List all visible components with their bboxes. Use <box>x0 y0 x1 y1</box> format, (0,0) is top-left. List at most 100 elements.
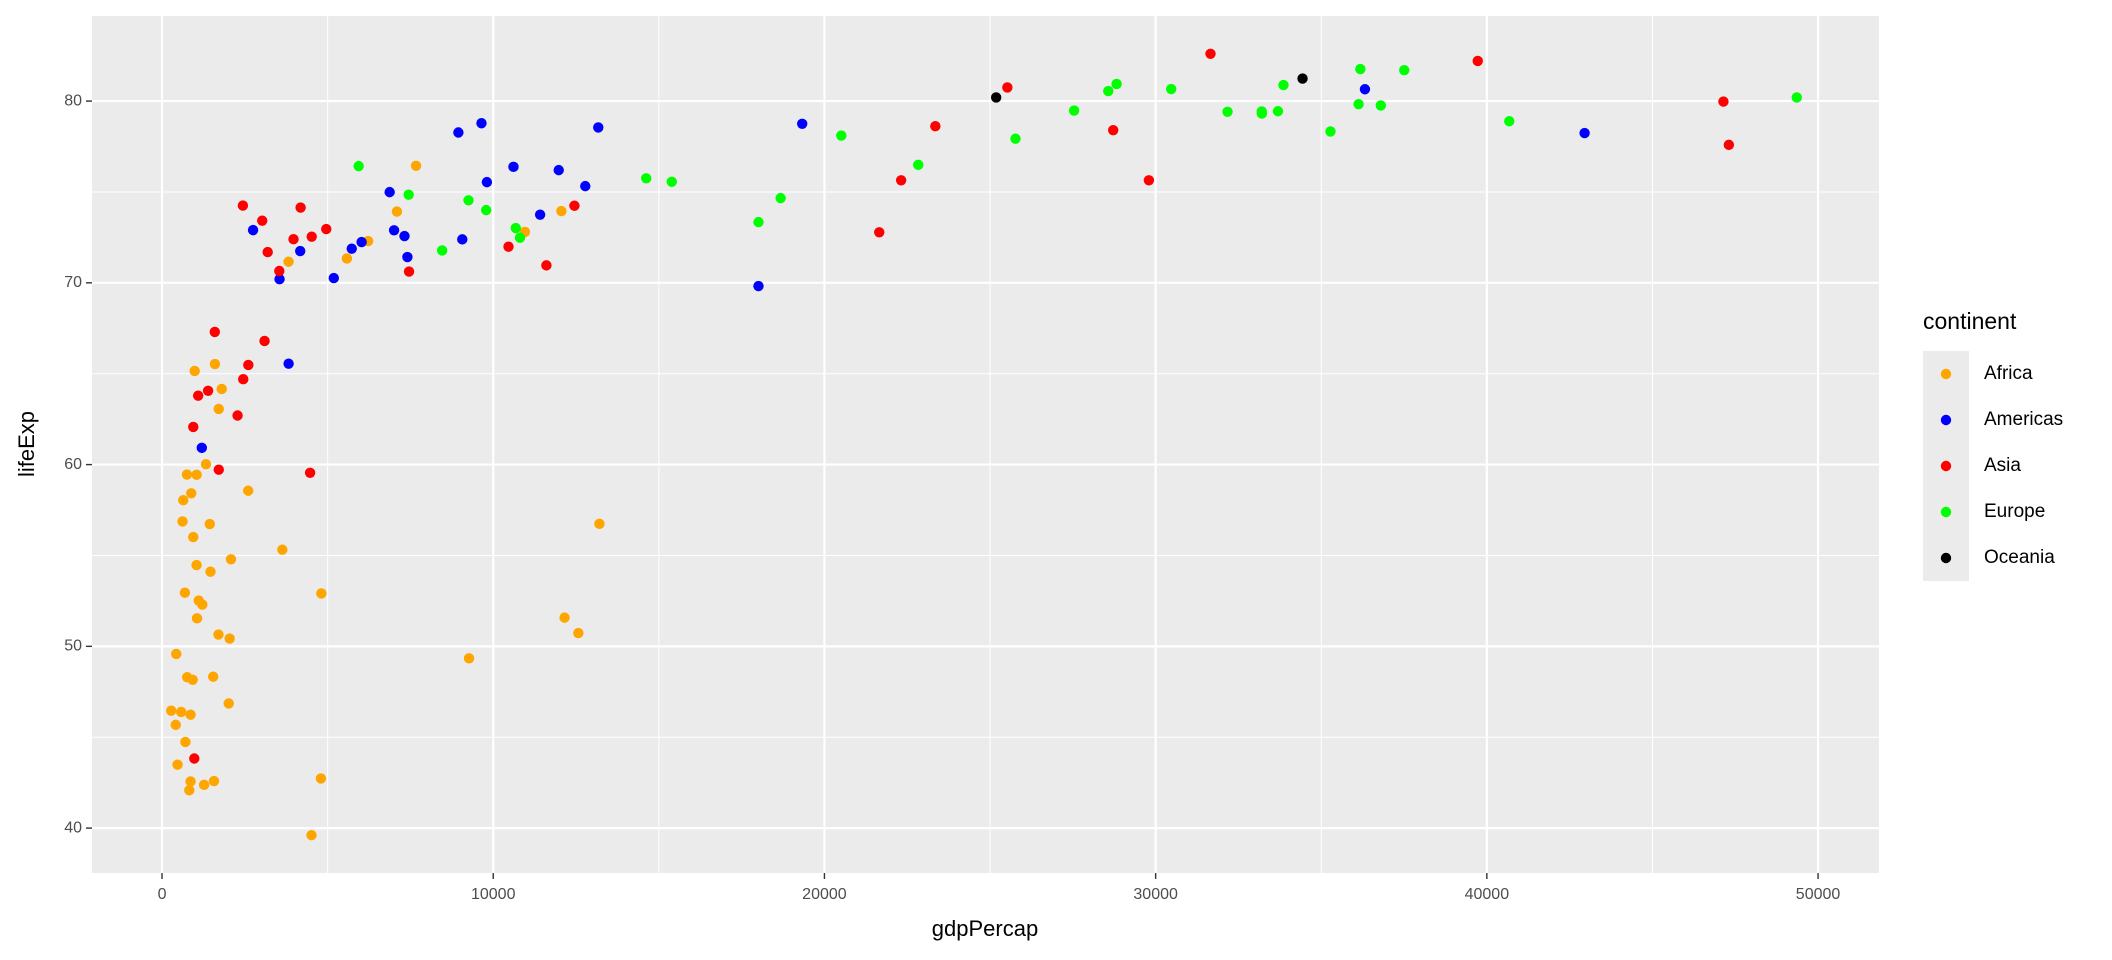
point <box>315 773 327 784</box>
y-axis-title: lifeExp <box>14 411 39 477</box>
point <box>1256 106 1267 117</box>
point <box>179 587 191 598</box>
point <box>172 759 183 770</box>
point <box>353 160 364 172</box>
point <box>223 698 234 709</box>
point <box>262 246 273 258</box>
point <box>186 488 197 499</box>
point <box>274 265 285 277</box>
point <box>503 241 514 252</box>
point <box>288 234 299 245</box>
point <box>216 383 227 395</box>
point <box>232 410 243 421</box>
point <box>481 176 493 188</box>
point <box>402 251 413 263</box>
point <box>208 775 220 787</box>
point <box>178 495 189 506</box>
point <box>188 531 199 543</box>
legend-label: Europe <box>1984 501 2045 522</box>
point <box>1068 105 1080 116</box>
point <box>836 130 847 141</box>
point <box>1010 133 1021 144</box>
point <box>202 385 214 396</box>
point <box>453 127 464 138</box>
panel <box>92 16 1879 873</box>
point <box>1278 79 1289 91</box>
point <box>209 358 221 370</box>
point <box>207 671 219 682</box>
point <box>191 613 203 624</box>
point <box>775 192 786 204</box>
point <box>1375 100 1386 111</box>
point <box>295 202 306 213</box>
x-tick-label: 30000 <box>1133 886 1178 903</box>
point <box>753 280 764 292</box>
point <box>225 554 237 565</box>
point <box>388 225 400 236</box>
point <box>205 566 216 577</box>
point <box>480 204 492 216</box>
point <box>198 779 210 791</box>
point <box>1579 127 1590 139</box>
point <box>913 159 924 171</box>
point <box>436 245 448 256</box>
point <box>181 469 193 480</box>
point <box>283 256 294 267</box>
point <box>171 648 182 660</box>
point <box>180 736 191 748</box>
point <box>593 122 604 133</box>
point <box>176 706 187 718</box>
point <box>306 231 317 242</box>
point <box>191 559 202 571</box>
point <box>580 180 591 192</box>
point <box>666 176 677 187</box>
point <box>283 358 294 369</box>
point <box>1399 64 1410 76</box>
point <box>391 206 403 217</box>
point <box>243 485 254 496</box>
point <box>1504 116 1515 127</box>
point <box>177 516 188 527</box>
points <box>166 48 1802 841</box>
point <box>1723 139 1735 151</box>
point <box>191 469 202 480</box>
point <box>189 753 200 764</box>
point <box>1222 106 1233 117</box>
point <box>187 674 198 685</box>
point <box>641 173 652 184</box>
y-tick-label: 60 <box>64 456 82 473</box>
point <box>1205 48 1216 60</box>
point <box>874 227 885 238</box>
point <box>224 633 235 644</box>
point <box>1472 55 1483 67</box>
point <box>514 232 526 243</box>
point <box>796 118 808 129</box>
point <box>1355 63 1366 75</box>
point <box>1111 78 1122 90</box>
point <box>1103 85 1114 97</box>
point <box>463 195 474 206</box>
point <box>238 373 249 385</box>
point <box>237 200 249 211</box>
legend-label: Africa <box>1984 363 2033 384</box>
y-tick-label: 50 <box>64 638 82 655</box>
point <box>508 161 519 173</box>
point <box>534 209 546 220</box>
point <box>1107 124 1119 136</box>
legend-key <box>1940 552 1952 564</box>
point <box>213 403 224 415</box>
point <box>1718 96 1729 107</box>
point <box>200 459 212 470</box>
point <box>188 421 199 433</box>
point <box>1297 73 1308 84</box>
point <box>1359 84 1371 95</box>
point <box>204 518 215 530</box>
point <box>457 234 468 245</box>
point <box>274 273 285 285</box>
y-tick-label: 80 <box>64 92 82 109</box>
point <box>384 186 395 198</box>
point <box>356 236 367 248</box>
point <box>594 518 605 530</box>
point <box>1325 126 1336 137</box>
point <box>573 627 584 639</box>
